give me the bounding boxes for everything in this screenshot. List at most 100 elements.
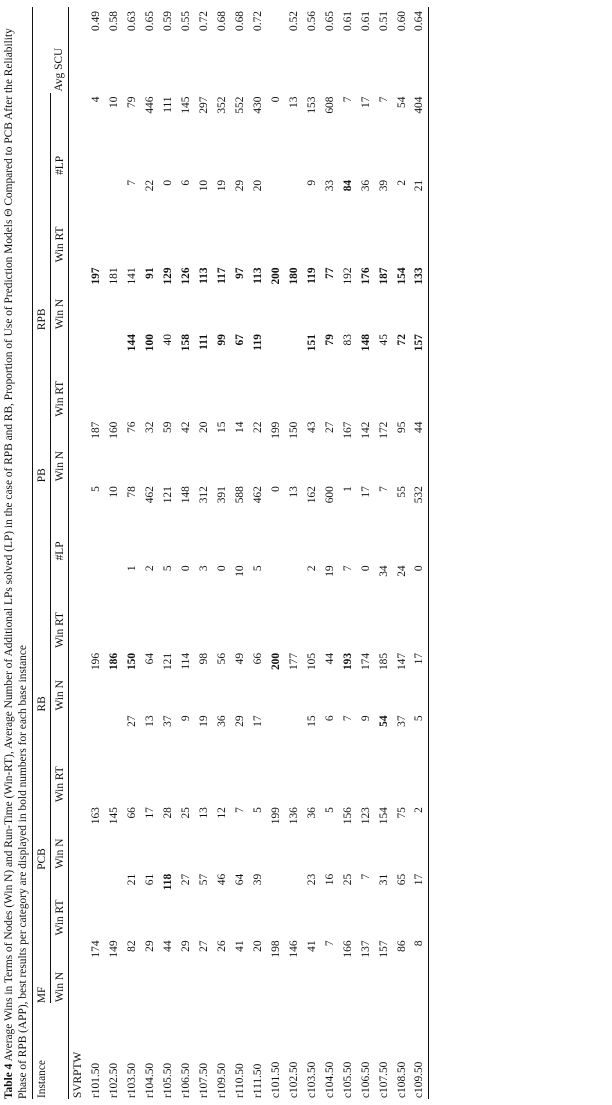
cell-pcb-win-n: 5 xyxy=(251,807,264,813)
cell-rpb-win-n: 154 xyxy=(395,267,408,285)
cell-rpb-win-rt xyxy=(285,176,303,264)
cell-pb-win-n: 95 xyxy=(395,421,408,433)
cell-pcb-win-n: 156 xyxy=(341,807,354,825)
cell-rb-win-rt: 5 xyxy=(161,565,174,572)
cell-rpb-win-rt: 36 xyxy=(359,179,372,192)
col-header-rb-win-rt: Win RT xyxy=(50,561,69,649)
cell-rpb-lp: 404 xyxy=(410,92,429,176)
instance-cell: r105.50 xyxy=(161,1062,174,1098)
cell-pcb-win-rt: 9 xyxy=(359,715,372,722)
cell-pcb-win-rt xyxy=(105,711,123,803)
cell-pb-win-n: 22 xyxy=(251,421,264,433)
cell-pcb-win-n: 145 xyxy=(107,807,120,825)
instance-cell: c105.50 xyxy=(341,1061,354,1098)
instance-cell: c104.50 xyxy=(323,1061,336,1098)
cell-rb-win-rt: 0 xyxy=(215,565,228,572)
cell-mf-win-n: 149 xyxy=(107,940,120,958)
col-header-pb-win-rt: Win RT xyxy=(50,330,69,418)
cell-rb-lp: 462 xyxy=(251,486,264,504)
column-header-row: Win N Win RT Win N Win RT Win N Win RT #… xyxy=(50,7,69,1099)
cell-pb-win-rt: 79 xyxy=(323,334,336,346)
cell-pcb-win-n: 13 xyxy=(197,807,210,819)
table-row: c102.50 146 136 177 13 150 180 13 0.52 xyxy=(285,7,303,1099)
cell-mf-win-rt: 39 xyxy=(251,873,264,886)
cell-rb-win-n: 147 xyxy=(395,652,408,671)
cell-rb-win-n: 49 xyxy=(233,652,246,665)
cell-mf-win-rt: 65 xyxy=(395,873,408,886)
cell-pb-win-n: 27 xyxy=(323,421,336,433)
cell-pcb-win-n: 12 xyxy=(215,807,228,819)
cell-pb-win-rt xyxy=(105,330,123,418)
cell-rb-lp: 162 xyxy=(305,486,318,504)
cell-rb-win-n: 185 xyxy=(377,652,390,671)
cell-rpb-lp: 7 xyxy=(377,96,390,103)
cell-rb-win-n: 174 xyxy=(359,652,372,671)
cell-rb-win-n: 44 xyxy=(323,652,336,665)
cell-rpb-win-rt: 29 xyxy=(233,179,246,192)
cell-rpb-win-rt: 2 xyxy=(395,179,408,186)
cell-mf-win-n: 157 xyxy=(377,940,390,958)
cell-rb-win-rt: 10 xyxy=(233,565,246,577)
instance-cell: c103.50 xyxy=(305,1061,318,1098)
cell-pcb-win-rt: 37 xyxy=(395,715,408,727)
cell-rb-lp: 121 xyxy=(161,486,174,504)
instance-cell: r103.50 xyxy=(125,1062,138,1098)
cell-rb-lp: 148 xyxy=(179,486,192,504)
cell-pb-win-rt: 157 xyxy=(410,330,429,418)
results-table: Instance MF PCB RB PB RPB Win N Win RT W… xyxy=(32,7,429,1099)
col-header-mf-win-n: Win N xyxy=(50,936,69,1004)
cell-rb-win-rt: 7 xyxy=(341,565,354,572)
table-row: r107.50 27 57 13 19 98 3 312 20 111 113 10 297 0.72 xyxy=(195,7,213,1099)
col-header-rpb-lp: #LP xyxy=(50,92,69,176)
cell-avg-scu: 0.56 xyxy=(305,11,318,31)
cell-rpb-win-n: 141 xyxy=(125,267,138,285)
cell-avg-scu xyxy=(267,7,285,93)
cell-pcb-win-rt xyxy=(87,711,105,803)
table-row: c109.50 8 17 2 5 17 0 532 44 157 133 21 404 0.64 xyxy=(410,7,429,1099)
instance-cell: r107.50 xyxy=(197,1062,210,1098)
cell-rb-win-n: 193 xyxy=(341,652,354,671)
cell-pb-win-n: 42 xyxy=(179,421,192,433)
table-row: r103.50 82 21 66 27 150 1 78 76 144 141 7 79 0.63 xyxy=(123,7,141,1099)
cell-rpb-win-n: 133 xyxy=(410,263,429,331)
table-row: r111.50 20 39 5 17 66 5 462 22 119 113 20 430 0.72 xyxy=(249,7,267,1099)
col-header-rpb-win-rt: Win RT xyxy=(50,175,69,264)
col-header-mf-win-rt: Win RT xyxy=(50,869,69,937)
cell-pb-win-n: 32 xyxy=(143,421,156,433)
cell-mf-win-rt xyxy=(285,870,303,937)
caption-label: Table 4 xyxy=(3,1063,15,1099)
cell-rb-lp: 1 xyxy=(341,486,354,492)
cell-pb-win-n: 43 xyxy=(305,421,318,433)
cell-mf-win-rt: 17 xyxy=(410,869,429,937)
cell-rpb-win-n: 113 xyxy=(251,267,264,284)
cell-pcb-win-rt: 7 xyxy=(341,715,354,722)
cell-rb-lp: 55 xyxy=(395,486,408,498)
table-row: r106.50 29 27 25 9 114 0 148 42 158 126 6 145 0.55 xyxy=(177,7,195,1099)
section-row: SVRPTW xyxy=(69,7,87,1099)
instance-cell: r101.50 xyxy=(89,1062,102,1098)
group-header-mf: MF xyxy=(32,869,51,1004)
table-row: c104.50 7 16 5 6 44 19 600 27 79 77 33 608 0.65 xyxy=(321,7,339,1099)
cell-rpb-lp: 297 xyxy=(197,96,210,114)
cell-rpb-lp: 10 xyxy=(107,96,120,108)
cell-rpb-lp: 153 xyxy=(305,96,318,114)
cell-rpb-win-n: 126 xyxy=(179,267,192,285)
cell-pcb-win-rt: 17 xyxy=(251,715,264,727)
cell-pb-win-rt xyxy=(87,330,105,418)
instance-cell: c108.50 xyxy=(395,1061,408,1098)
cell-rb-win-n: 64 xyxy=(143,652,156,665)
cell-rpb-lp: 7 xyxy=(341,96,354,103)
table-caption: Table 4 Average Wins in Terms of Nodes (… xyxy=(2,9,30,1099)
cell-pb-win-n: 172 xyxy=(377,421,390,439)
cell-mf-win-n: 41 xyxy=(305,940,318,952)
cell-avg-scu: 0.60 xyxy=(395,11,408,31)
cell-rpb-win-n: 200 xyxy=(269,267,282,285)
cell-rb-win-n: 196 xyxy=(89,652,102,671)
cell-mf-win-rt: 27 xyxy=(179,873,192,886)
cell-pcb-win-rt: 6 xyxy=(323,715,336,722)
group-header-pcb: PCB xyxy=(32,711,51,870)
cell-mf-win-n: 41 xyxy=(233,940,246,952)
table-row: c103.50 41 23 36 15 105 2 162 43 151 119 9 153 0.56 xyxy=(303,7,321,1099)
cell-mf-win-n: 137 xyxy=(359,940,372,958)
